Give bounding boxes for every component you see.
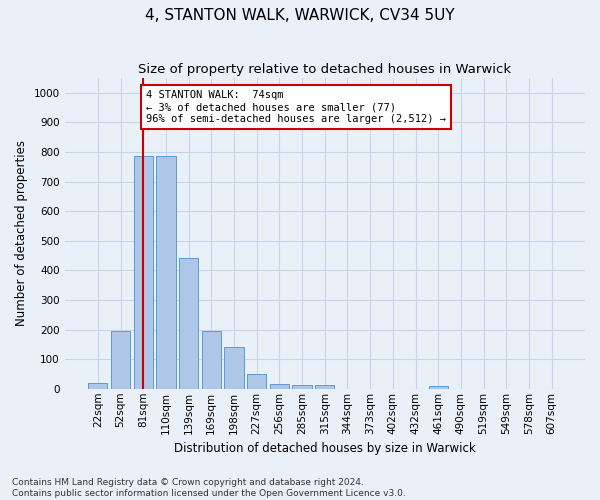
Title: Size of property relative to detached houses in Warwick: Size of property relative to detached ho… <box>138 62 511 76</box>
Bar <box>270 384 289 389</box>
Bar <box>224 348 244 389</box>
Bar <box>88 383 107 389</box>
Text: 4 STANTON WALK:  74sqm
← 3% of detached houses are smaller (77)
96% of semi-deta: 4 STANTON WALK: 74sqm ← 3% of detached h… <box>146 90 446 124</box>
Bar <box>111 331 130 389</box>
Bar <box>134 156 153 389</box>
Y-axis label: Number of detached properties: Number of detached properties <box>15 140 28 326</box>
Bar <box>247 374 266 389</box>
Text: Contains HM Land Registry data © Crown copyright and database right 2024.
Contai: Contains HM Land Registry data © Crown c… <box>12 478 406 498</box>
Bar <box>179 258 198 389</box>
Bar <box>428 386 448 389</box>
Bar <box>292 385 312 389</box>
Bar <box>202 331 221 389</box>
Text: 4, STANTON WALK, WARWICK, CV34 5UY: 4, STANTON WALK, WARWICK, CV34 5UY <box>145 8 455 22</box>
Bar <box>315 385 334 389</box>
Bar <box>156 156 176 389</box>
X-axis label: Distribution of detached houses by size in Warwick: Distribution of detached houses by size … <box>174 442 476 455</box>
